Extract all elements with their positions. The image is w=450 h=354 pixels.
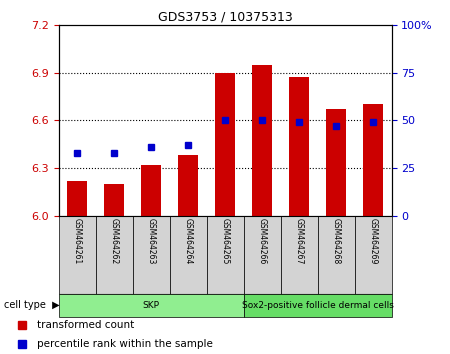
Bar [243,294,392,317]
Text: GSM464266: GSM464266 [257,218,266,265]
Bar [67,181,87,216]
Text: GSM464263: GSM464263 [147,218,156,265]
Bar [326,109,346,216]
Text: GSM464269: GSM464269 [369,218,378,265]
Bar [132,216,170,294]
Text: GSM464265: GSM464265 [220,218,230,265]
Bar [289,78,309,216]
Bar [252,65,272,216]
Bar [178,155,198,216]
Title: GDS3753 / 10375313: GDS3753 / 10375313 [158,11,292,24]
Text: GSM464262: GSM464262 [109,218,118,264]
Bar [215,73,235,216]
Bar [141,165,161,216]
Bar [280,216,318,294]
Text: GSM464267: GSM464267 [294,218,303,265]
Bar [58,294,243,317]
Text: SKP: SKP [143,301,159,310]
Bar [355,216,392,294]
Text: percentile rank within the sample: percentile rank within the sample [37,339,213,349]
Text: GSM464268: GSM464268 [332,218,341,264]
Bar [95,216,132,294]
Text: cell type  ▶: cell type ▶ [4,300,60,310]
Bar [318,216,355,294]
Text: GSM464264: GSM464264 [184,218,193,265]
Bar [58,216,95,294]
Text: Sox2-positive follicle dermal cells: Sox2-positive follicle dermal cells [242,301,393,310]
Bar [363,104,383,216]
Bar [170,216,207,294]
Bar [104,184,124,216]
Text: transformed count: transformed count [37,320,135,330]
Bar [207,216,243,294]
Text: GSM464261: GSM464261 [72,218,81,264]
Bar [243,216,280,294]
